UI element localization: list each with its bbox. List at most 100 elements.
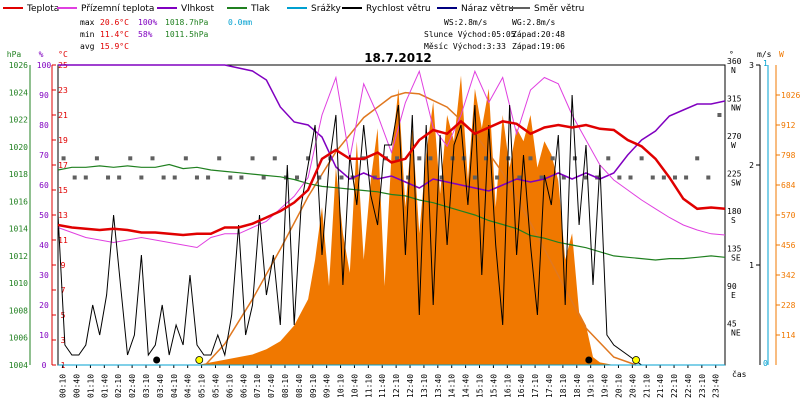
series-wind-direction-point [650, 175, 655, 180]
series-wind-direction-point [161, 175, 166, 180]
direction-tick-label: NE [731, 329, 741, 338]
x-tick-label: 10:40 [350, 374, 359, 398]
temperature-tick-label: 7 [61, 286, 66, 295]
legend-label: Náraz větru [461, 4, 514, 14]
solar-tick-label: 570 [781, 211, 796, 220]
series-wind-direction-point [172, 175, 177, 180]
temperature-unit: °C [58, 50, 68, 59]
x-tick-label: 02:40 [128, 374, 137, 398]
series-wind-direction-point [439, 175, 444, 180]
series-wind-direction-point [317, 175, 322, 180]
stat-wind-gust: WG:2.8m/s [512, 18, 556, 27]
pressure-tick-label: 1016 [9, 197, 28, 206]
chart-title: 18.7.2012 [364, 51, 432, 65]
temperature-tick-label: 15 [58, 186, 68, 195]
pressure-tick-label: 1018 [9, 170, 28, 179]
x-tick-label: 20:10 [614, 374, 623, 398]
solar-tick-label: 1026 [781, 91, 800, 100]
x-tick-label: 16:40 [517, 374, 526, 398]
series-wind-direction-point [550, 156, 555, 161]
x-tick-label: 01:40 [100, 374, 109, 398]
x-tick-label: 06:40 [239, 374, 248, 398]
x-tick-label: 11:40 [378, 374, 387, 398]
percent-tick-label: 80 [39, 121, 49, 130]
pressure-tick-label: 1026 [9, 61, 28, 70]
stat-wind-speed: WS:2.8m/s [444, 18, 488, 27]
percent-tick-label: 60 [39, 181, 49, 190]
pressure-unit: hPa [7, 50, 22, 59]
series-wind-direction-point [72, 175, 77, 180]
series-wind-direction-point [239, 175, 244, 180]
x-tick-label: 20:40 [628, 374, 637, 398]
x-tick-label: 17:40 [545, 374, 554, 398]
x-tick-label: 08:40 [295, 374, 304, 398]
stat-temp: 20.6°C [100, 18, 129, 27]
x-tick-label: 21:10 [642, 374, 651, 398]
series-wind-direction-point [606, 156, 611, 161]
series-wind-direction-point [272, 156, 277, 161]
x-tick-label: 14:40 [462, 374, 471, 398]
percent-tick-label: 100 [37, 61, 52, 70]
series-wind-direction-point [295, 175, 300, 180]
series-wind-direction-point [228, 175, 233, 180]
x-tick-label: 00:40 [73, 374, 82, 398]
legend-label: Teplota [26, 4, 59, 14]
series-wind-direction-point [495, 175, 500, 180]
wind-tick-label: 3 [749, 61, 754, 70]
percent-unit: % [39, 50, 44, 59]
stat-temp: 15.9°C [100, 42, 129, 51]
x-tick-label: 01:10 [86, 374, 95, 398]
x-tick-label: 21:40 [656, 374, 665, 398]
x-tick-label: 05:40 [211, 374, 220, 398]
stat-rain: 0.0mm [228, 18, 252, 27]
legend-label: Rychlost větru [366, 4, 431, 14]
series-wind-direction-point [528, 156, 533, 161]
percent-tick-label: 40 [39, 241, 49, 250]
series-wind-direction-point [139, 175, 144, 180]
direction-tick-label: E [731, 291, 736, 300]
stat-moon-set: Západ:19:06 [512, 42, 565, 51]
x-tick-label: 19:10 [587, 374, 596, 398]
series-wind-direction-point [472, 175, 477, 180]
series-wind-direction-point [339, 175, 344, 180]
x-tick-label: 23:10 [698, 374, 707, 398]
pressure-tick-label: 1024 [9, 88, 28, 97]
temperature-tick-label: 13 [58, 211, 68, 220]
percent-tick-label: 20 [39, 301, 49, 310]
wind-tick-label: 2 [749, 161, 754, 170]
x-tick-label: 04:10 [170, 374, 179, 398]
series-wind-direction-point [61, 156, 66, 161]
x-tick-label: 03:10 [142, 374, 151, 398]
plot-area [57, 64, 726, 366]
series-solar-area [196, 75, 614, 365]
x-tick-label: 22:10 [670, 374, 679, 398]
solar-tick-label: 228 [781, 301, 796, 310]
x-tick-label: 10:10 [337, 374, 346, 398]
x-tick-label: 07:10 [253, 374, 262, 398]
x-tick-label: 08:10 [281, 374, 290, 398]
solar-unit: W [779, 50, 784, 59]
series-wind-direction-point [684, 175, 689, 180]
stat-label: min [80, 30, 95, 39]
series-wind-direction-point [695, 156, 700, 161]
legend: Teplota Přízemní teplota Vlhkost Tlak Srážky… [3, 4, 584, 14]
temperature-tick-label: 9 [61, 261, 66, 270]
direction-tick-degree: 180 [727, 207, 742, 216]
legend-label: Vlhkost [181, 4, 214, 14]
legend-label: Přízemní teplota [81, 4, 154, 14]
solar-tick-label: 912 [781, 121, 796, 130]
x-tick-label: 09:10 [309, 374, 318, 398]
direction-tick-label: SE [731, 254, 741, 263]
rain-tick-label-min: 0 [763, 359, 768, 368]
pressure-tick-label: 1010 [9, 279, 28, 288]
stat-pressure: 1011.5hPa [165, 30, 209, 39]
legend-label: Směr větru [534, 4, 584, 14]
x-tick-label: 19:40 [601, 374, 610, 398]
moonset-marker [585, 356, 593, 364]
direction-tick-degree: 45 [727, 320, 737, 329]
series-wind-direction-point [428, 156, 433, 161]
direction-tick-label: NW [731, 104, 741, 113]
x-tick-label: 14:10 [448, 374, 457, 398]
series-wind-direction-point [395, 156, 400, 161]
